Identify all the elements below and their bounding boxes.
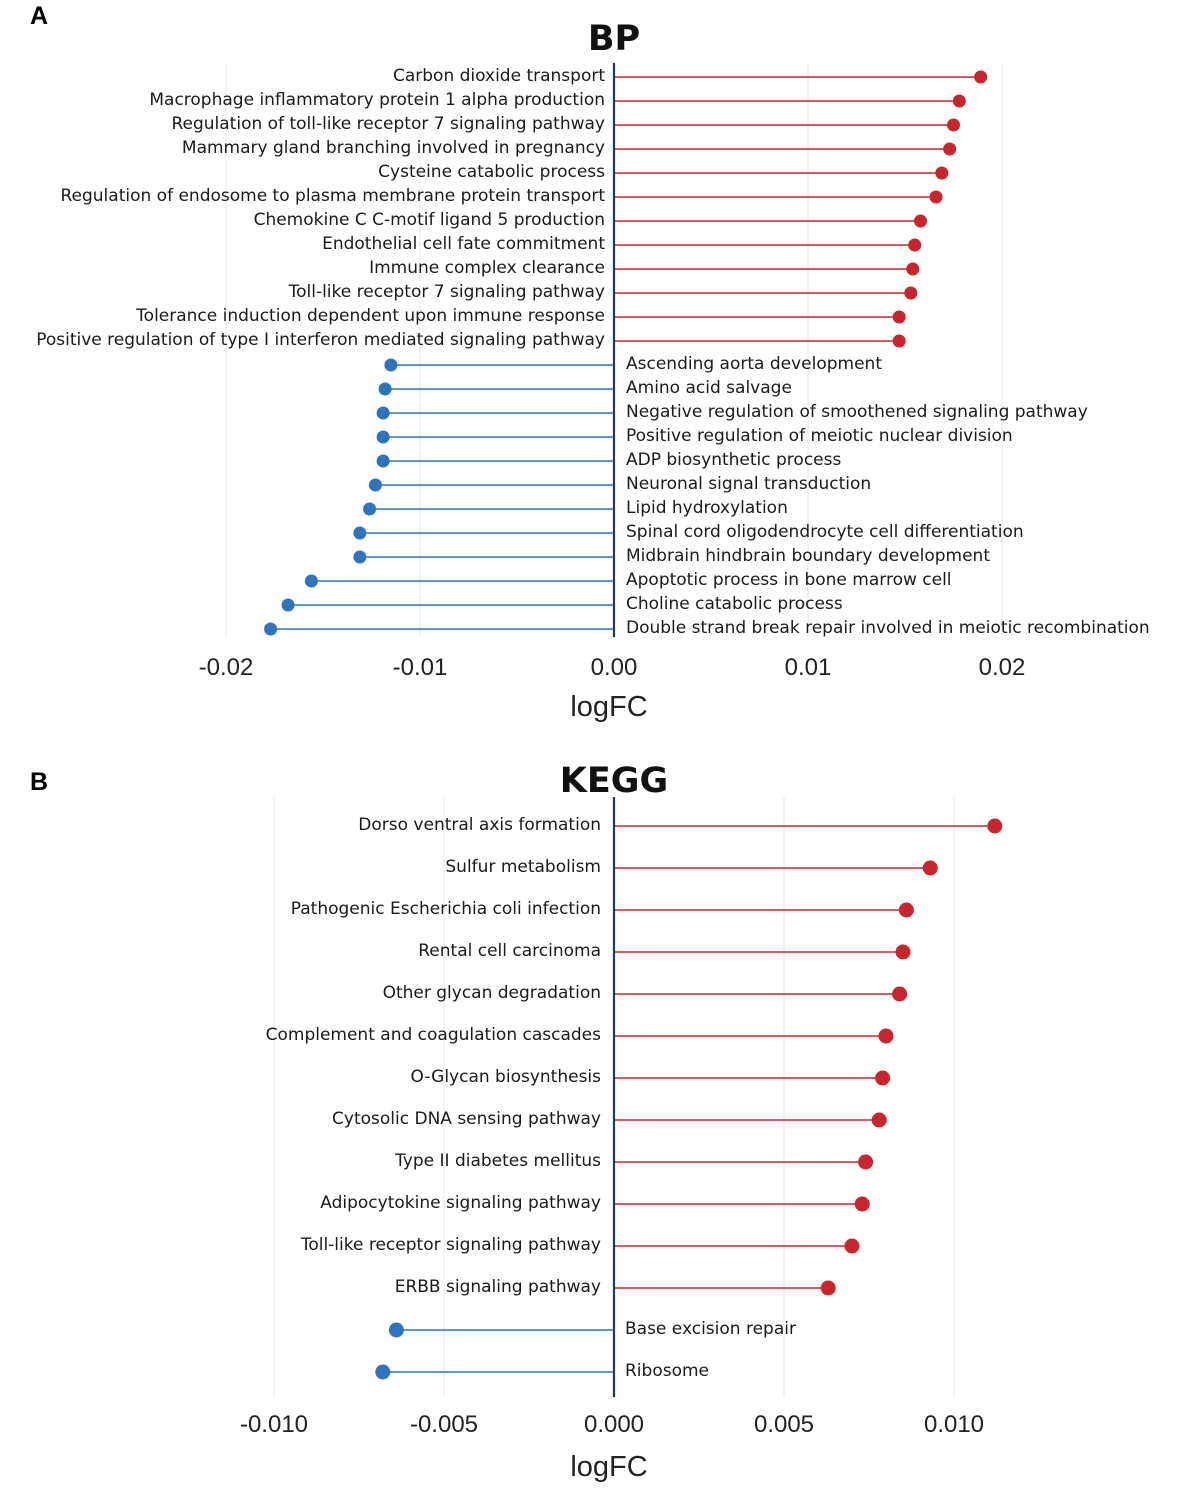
lollipop-point bbox=[376, 406, 390, 420]
lollipop-point bbox=[898, 902, 914, 918]
lollipop-point bbox=[904, 286, 918, 300]
term-label: Apoptotic process in bone marrow cell bbox=[626, 570, 952, 590]
term-label: Amino acid salvage bbox=[626, 378, 792, 398]
lollipop-point bbox=[987, 818, 1003, 834]
lollipop-point bbox=[974, 70, 988, 84]
panel-label-b: B bbox=[30, 768, 48, 796]
x-tick-label: 0.005 bbox=[754, 1411, 814, 1438]
lollipop-point bbox=[943, 142, 957, 156]
x-tick-label: 0.01 bbox=[785, 654, 832, 681]
term-label: Type II diabetes mellitus bbox=[394, 1151, 601, 1171]
x-tick-label: 0.000 bbox=[584, 1411, 644, 1438]
term-label: Adipocytokine signaling pathway bbox=[320, 1193, 601, 1213]
term-label: Dorso ventral axis formation bbox=[358, 815, 601, 835]
lollipop-point bbox=[304, 574, 318, 588]
term-label: Ribosome bbox=[625, 1361, 709, 1381]
term-label: Complement and coagulation cascades bbox=[266, 1025, 602, 1045]
lollipop-point bbox=[388, 1322, 404, 1338]
lollipop-point bbox=[844, 1238, 860, 1254]
term-label: Positive regulation of type I interferon… bbox=[36, 330, 605, 350]
term-label: Ascending aorta development bbox=[626, 354, 882, 374]
lollipop-point bbox=[906, 262, 920, 276]
lollipop-point bbox=[947, 118, 960, 132]
x-tick-label: 0.010 bbox=[924, 1411, 984, 1438]
lollipop-point bbox=[363, 502, 377, 516]
term-label: Rental cell carcinoma bbox=[418, 941, 601, 961]
term-label: Regulation of toll-like receptor 7 signa… bbox=[171, 114, 605, 134]
lollipop-point bbox=[376, 430, 390, 444]
term-label: Toll-like receptor 7 signaling pathway bbox=[288, 282, 605, 302]
term-label: Midbrain hindbrain boundary development bbox=[626, 546, 990, 566]
term-label: Other glycan degradation bbox=[383, 983, 601, 1003]
term-label: O-Glycan biosynthesis bbox=[411, 1067, 602, 1087]
term-label: ADP biosynthetic process bbox=[626, 450, 841, 470]
term-label: Immune complex clearance bbox=[369, 258, 605, 278]
lollipop-point bbox=[353, 526, 367, 540]
chart-title: BP bbox=[588, 19, 640, 59]
lollipop-point bbox=[264, 622, 278, 636]
term-label: Macrophage inflammatory protein 1 alpha … bbox=[149, 90, 605, 110]
x-tick-label: 0.02 bbox=[979, 654, 1026, 681]
lollipop-point bbox=[878, 1028, 894, 1044]
lollipop-point bbox=[952, 94, 966, 108]
chart-title: KEGG bbox=[560, 761, 669, 801]
lollipop-point bbox=[892, 986, 908, 1002]
lollipop-point bbox=[281, 598, 295, 612]
term-label: Pathogenic Escherichia coli infection bbox=[291, 899, 601, 919]
kegg-chart: KEGG Dorso ventral axis formation Sulfur m… bbox=[240, 761, 1003, 1483]
lollipop-point bbox=[875, 1070, 891, 1086]
term-label: Spinal cord oligodendrocyte cell differe… bbox=[626, 522, 1024, 542]
term-label: Cysteine catabolic process bbox=[378, 162, 605, 182]
term-label: Toll-like receptor signaling pathway bbox=[300, 1235, 601, 1255]
term-label: Mammary gland branching involved in preg… bbox=[182, 138, 605, 158]
term-label: Double strand break repair involved in m… bbox=[626, 618, 1150, 638]
lollipop-point bbox=[854, 1196, 870, 1212]
lollipop-point bbox=[871, 1112, 887, 1128]
term-label: Chemokine C C-motif ligand 5 production bbox=[254, 210, 605, 230]
x-axis-label: logFC bbox=[570, 691, 647, 723]
x-tick-label: 0.00 bbox=[591, 654, 638, 681]
term-label: Cytosolic DNA sensing pathway bbox=[332, 1109, 601, 1129]
term-label: Lipid hydroxylation bbox=[626, 498, 788, 518]
lollipop-point bbox=[858, 1154, 874, 1170]
lollipop-point bbox=[929, 190, 943, 204]
term-label: Tolerance induction dependent upon immun… bbox=[135, 306, 605, 326]
term-label: ERBB signaling pathway bbox=[395, 1277, 601, 1297]
lollipop-point bbox=[908, 238, 922, 252]
lollipop-point bbox=[353, 550, 367, 564]
term-label: Negative regulation of smoothened signal… bbox=[626, 402, 1088, 422]
term-label: Carbon dioxide transport bbox=[393, 66, 605, 86]
term-label: Sulfur metabolism bbox=[445, 857, 601, 877]
term-label: Choline catabolic process bbox=[626, 594, 843, 614]
term-label: Positive regulation of meiotic nuclear d… bbox=[626, 426, 1013, 446]
lollipop-point bbox=[376, 454, 390, 468]
lollipop-point bbox=[375, 1364, 391, 1380]
bp-chart: BP Carbon dioxide transport Macrophage inf… bbox=[36, 19, 1150, 723]
lollipop-point bbox=[922, 860, 938, 876]
lollipop-point bbox=[892, 334, 906, 348]
lollipop-point bbox=[935, 166, 949, 180]
lollipop-point bbox=[378, 382, 392, 396]
panel-label-a: A bbox=[30, 2, 48, 30]
x-tick-label: -0.010 bbox=[240, 1411, 308, 1438]
term-label: Base excision repair bbox=[625, 1319, 796, 1339]
x-axis-label: logFC bbox=[570, 1451, 647, 1483]
term-label: Regulation of endosome to plasma membran… bbox=[60, 186, 605, 206]
term-label: Endothelial cell fate commitment bbox=[322, 234, 605, 254]
term-label: Neuronal signal transduction bbox=[626, 474, 871, 494]
lollipop-point bbox=[892, 310, 906, 324]
x-tick-label: -0.01 bbox=[393, 654, 448, 681]
x-tick-label: -0.005 bbox=[410, 1411, 478, 1438]
lollipop-point bbox=[820, 1280, 836, 1296]
x-tick-label: -0.02 bbox=[199, 654, 254, 681]
lollipop-point bbox=[895, 944, 911, 960]
lollipop-point bbox=[384, 358, 398, 372]
lollipop-point bbox=[914, 214, 928, 228]
lollipop-point bbox=[368, 478, 382, 492]
